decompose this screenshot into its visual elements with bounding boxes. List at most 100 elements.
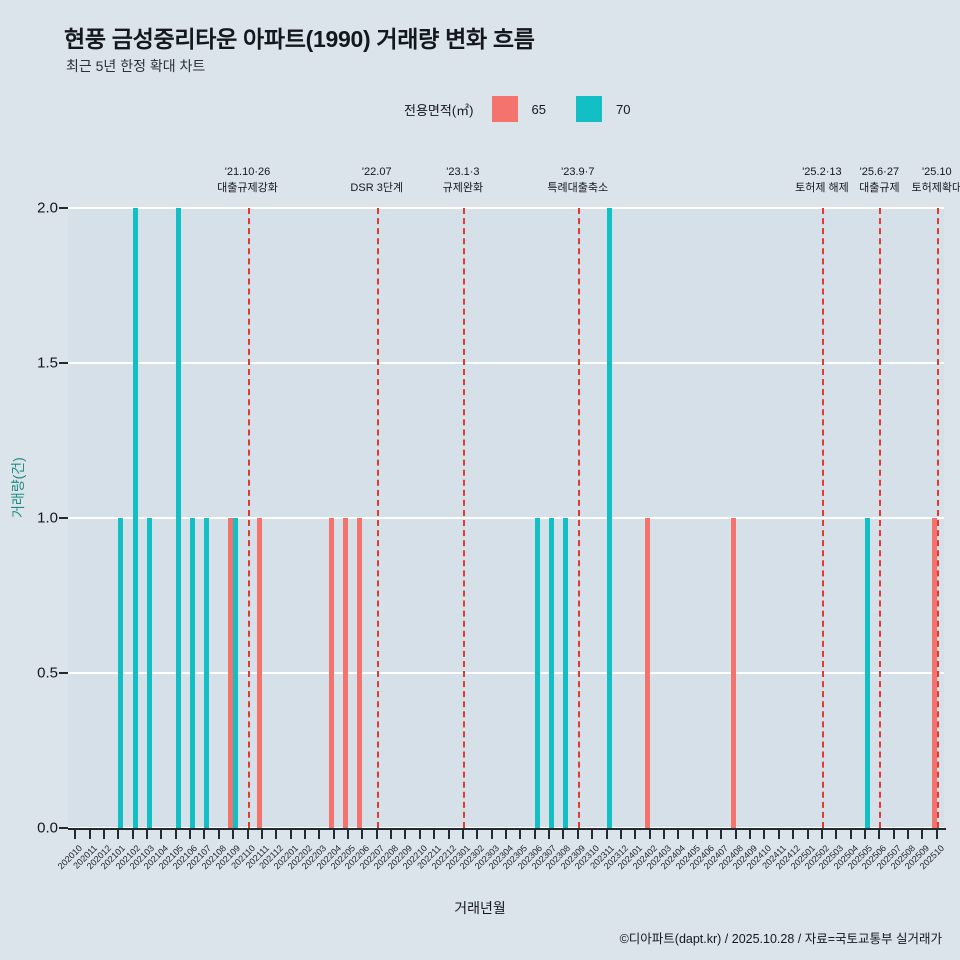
gridline (68, 672, 944, 674)
legend: 전용면적(㎡) 65 70 (404, 96, 660, 122)
bar[interactable] (563, 518, 569, 828)
bar[interactable] (357, 518, 363, 828)
bar[interactable] (549, 518, 555, 828)
page-subtitle: 최근 5년 한정 확대 차트 (66, 58, 206, 74)
gridline (68, 207, 944, 209)
x-tick-mark (792, 830, 795, 839)
x-tick-mark (102, 830, 105, 839)
x-tick-mark (131, 830, 134, 839)
bar[interactable] (175, 208, 181, 828)
bar[interactable] (118, 518, 124, 828)
y-axis-title: 거래량(건) (10, 457, 26, 518)
x-tick-mark (433, 830, 436, 839)
x-tick-mark (634, 830, 637, 839)
x-tick-mark (160, 830, 163, 839)
x-tick-mark (777, 830, 780, 839)
x-tick-mark (461, 830, 464, 839)
x-tick-mark (648, 830, 651, 839)
annotation-line (247, 208, 250, 828)
x-tick-mark (849, 830, 852, 839)
y-tick-mark (59, 362, 68, 364)
x-tick-mark (892, 830, 895, 839)
x-tick-mark (303, 830, 306, 839)
x-tick-mark (232, 830, 235, 839)
x-tick-mark (806, 830, 809, 839)
x-tick-mark (878, 830, 881, 839)
x-tick-mark (174, 830, 177, 839)
x-tick-mark (246, 830, 249, 839)
bar[interactable] (534, 518, 540, 828)
bar[interactable] (256, 518, 262, 828)
x-tick-mark (835, 830, 838, 839)
x-tick-mark (347, 830, 350, 839)
bar[interactable] (343, 518, 349, 828)
bar[interactable] (644, 518, 650, 828)
page-title: 현풍 금성중리타운 아파트(1990) 거래량 변화 흐름 (64, 26, 535, 52)
x-tick-mark (447, 830, 450, 839)
x-tick-mark (289, 830, 292, 839)
y-tick-mark (59, 517, 68, 519)
annotation-text: 대출규제 (859, 182, 900, 194)
y-tick-label: 0.0 (37, 819, 58, 837)
legend-item-65[interactable]: 65 (491, 96, 576, 122)
annotation-line (936, 208, 939, 828)
x-tick-mark (562, 830, 565, 839)
x-tick-mark (375, 830, 378, 839)
x-tick-mark (117, 830, 120, 839)
x-tick-mark (390, 830, 393, 839)
annotation-text: 규제완화 (442, 182, 484, 194)
x-tick-mark (720, 830, 723, 839)
bar[interactable] (328, 518, 334, 828)
x-tick-mark (189, 830, 192, 839)
annotation-line (376, 208, 379, 828)
x-tick-mark (74, 830, 77, 839)
bar[interactable] (931, 518, 937, 828)
legend-item-70[interactable]: 70 (575, 96, 660, 122)
annotation-date: '22.07 (361, 166, 392, 178)
x-tick-mark (763, 830, 766, 839)
legend-swatch-70 (575, 96, 602, 122)
y-tick-label: 0.5 (37, 664, 58, 682)
annotation-text: DSR 3단계 (350, 182, 404, 194)
x-tick-mark (217, 830, 220, 839)
annotation-date: '21.10·26 (224, 166, 271, 178)
x-tick-mark (576, 830, 579, 839)
x-tick-mark (476, 830, 479, 839)
x-tick-mark (145, 830, 148, 839)
annotation-label: '25.10 토허제확대 (912, 164, 960, 196)
annotation-text: 특례대출축소 (547, 182, 609, 194)
bar[interactable] (865, 518, 871, 828)
x-tick-mark (332, 830, 335, 839)
x-tick-mark (418, 830, 421, 839)
y-tick-label: 1.0 (37, 509, 58, 527)
bar[interactable] (132, 208, 138, 828)
bar[interactable] (146, 518, 152, 828)
x-tick-mark (907, 830, 910, 839)
footer-credit: ©디아파트(dapt.kr) / 2025.10.28 / 자료=국토교통부 실… (619, 932, 942, 946)
x-tick-mark (677, 830, 680, 839)
bar[interactable] (606, 208, 612, 828)
x-axis-title: 거래년월 (454, 900, 506, 916)
annotation-date: '25.10 (921, 166, 952, 178)
y-tick-mark (59, 827, 68, 829)
annotation-line (821, 208, 824, 828)
annotation-label: '23.1·3 규제완화 (443, 164, 483, 196)
bar[interactable] (730, 518, 736, 828)
y-tick-label: 1.5 (37, 354, 58, 372)
bar[interactable] (228, 518, 234, 828)
x-tick-mark (275, 830, 278, 839)
x-axis-line (68, 828, 946, 830)
x-tick-mark (361, 830, 364, 839)
bar[interactable] (190, 518, 196, 828)
y-tick-mark (59, 672, 68, 674)
gridline (68, 362, 944, 364)
legend-swatch-65 (491, 96, 518, 122)
bar[interactable] (233, 518, 239, 828)
bar[interactable] (204, 518, 210, 828)
x-tick-mark (203, 830, 206, 839)
x-tick-mark (662, 830, 665, 839)
legend-label-65: 65 (531, 101, 546, 117)
x-tick-mark (619, 830, 622, 839)
annotation-text: 대출규제강화 (217, 182, 278, 194)
